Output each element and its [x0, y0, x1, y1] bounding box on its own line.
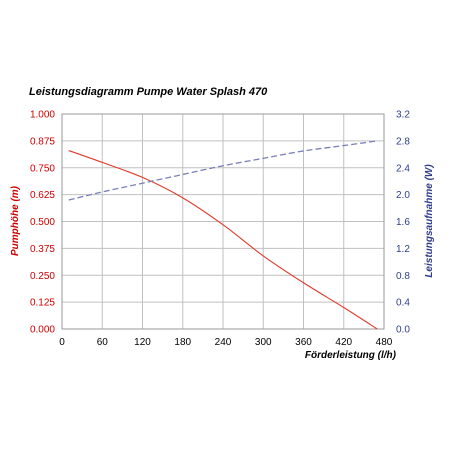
y-left-axis-title: Pumphöhe (m): [10, 185, 21, 256]
y-right-tick-label: 3.2: [396, 110, 410, 121]
pump-height-line: [68, 150, 378, 330]
x-tick-label: 0: [59, 337, 65, 348]
y-left-tick-label: 0.125: [30, 298, 55, 309]
x-axis-title: Förderleistung (l/h): [305, 350, 397, 361]
x-tick-label: 180: [174, 337, 191, 348]
x-tick-label: 420: [335, 337, 352, 348]
y-left-tick-label: 0.750: [30, 163, 55, 174]
y-left-tick-label: 0.625: [30, 190, 55, 201]
y-left-tick-label: 0.000: [30, 325, 55, 336]
y-right-tick-label: 2.4: [396, 163, 410, 174]
y-right-tick-label: 1.2: [396, 244, 410, 255]
y-right-tick-label: 2.0: [396, 190, 410, 201]
x-tick-label: 360: [295, 337, 312, 348]
x-tick-label: 240: [215, 337, 232, 348]
y-left-tick-label: 0.875: [30, 136, 55, 147]
y-left-tick-label: 0.500: [30, 217, 55, 228]
y-right-tick-labels: 0.0 0.4 0.8 1.2 1.6 2.0 2.4 2.8 3.2: [396, 110, 410, 336]
y-left-tick-labels: 0.000 0.125 0.250 0.375 0.500 0.625 0.750 0.875…: [30, 110, 55, 336]
y-right-tick-label: 2.8: [396, 136, 410, 147]
x-tick-label: 300: [255, 337, 272, 348]
power-consumption-line: [68, 140, 378, 201]
x-tick-labels: 0 60 120 180 240 300 360 420 480: [59, 337, 393, 348]
y-left-tick-label: 0.250: [30, 271, 55, 282]
y-left-tick-label: 0.375: [30, 244, 55, 255]
y-right-tick-label: 0.0: [396, 325, 410, 336]
y-left-tick-label: 1.000: [30, 110, 55, 121]
y-right-tick-label: 0.8: [396, 271, 410, 282]
y-right-tick-label: 1.6: [396, 217, 410, 228]
y-right-axis-title: Leistungsaufnahme (W): [424, 164, 435, 278]
x-tick-label: 120: [134, 337, 151, 348]
plot-area-frame: [61, 113, 385, 330]
x-tick-label: 60: [97, 337, 109, 348]
series-layer: [68, 140, 378, 330]
chart-title: Leistungsdiagramm Pumpe Water Splash 470: [29, 86, 268, 98]
y-right-tick-label: 0.4: [396, 298, 410, 309]
x-tick-label: 480: [376, 337, 393, 348]
